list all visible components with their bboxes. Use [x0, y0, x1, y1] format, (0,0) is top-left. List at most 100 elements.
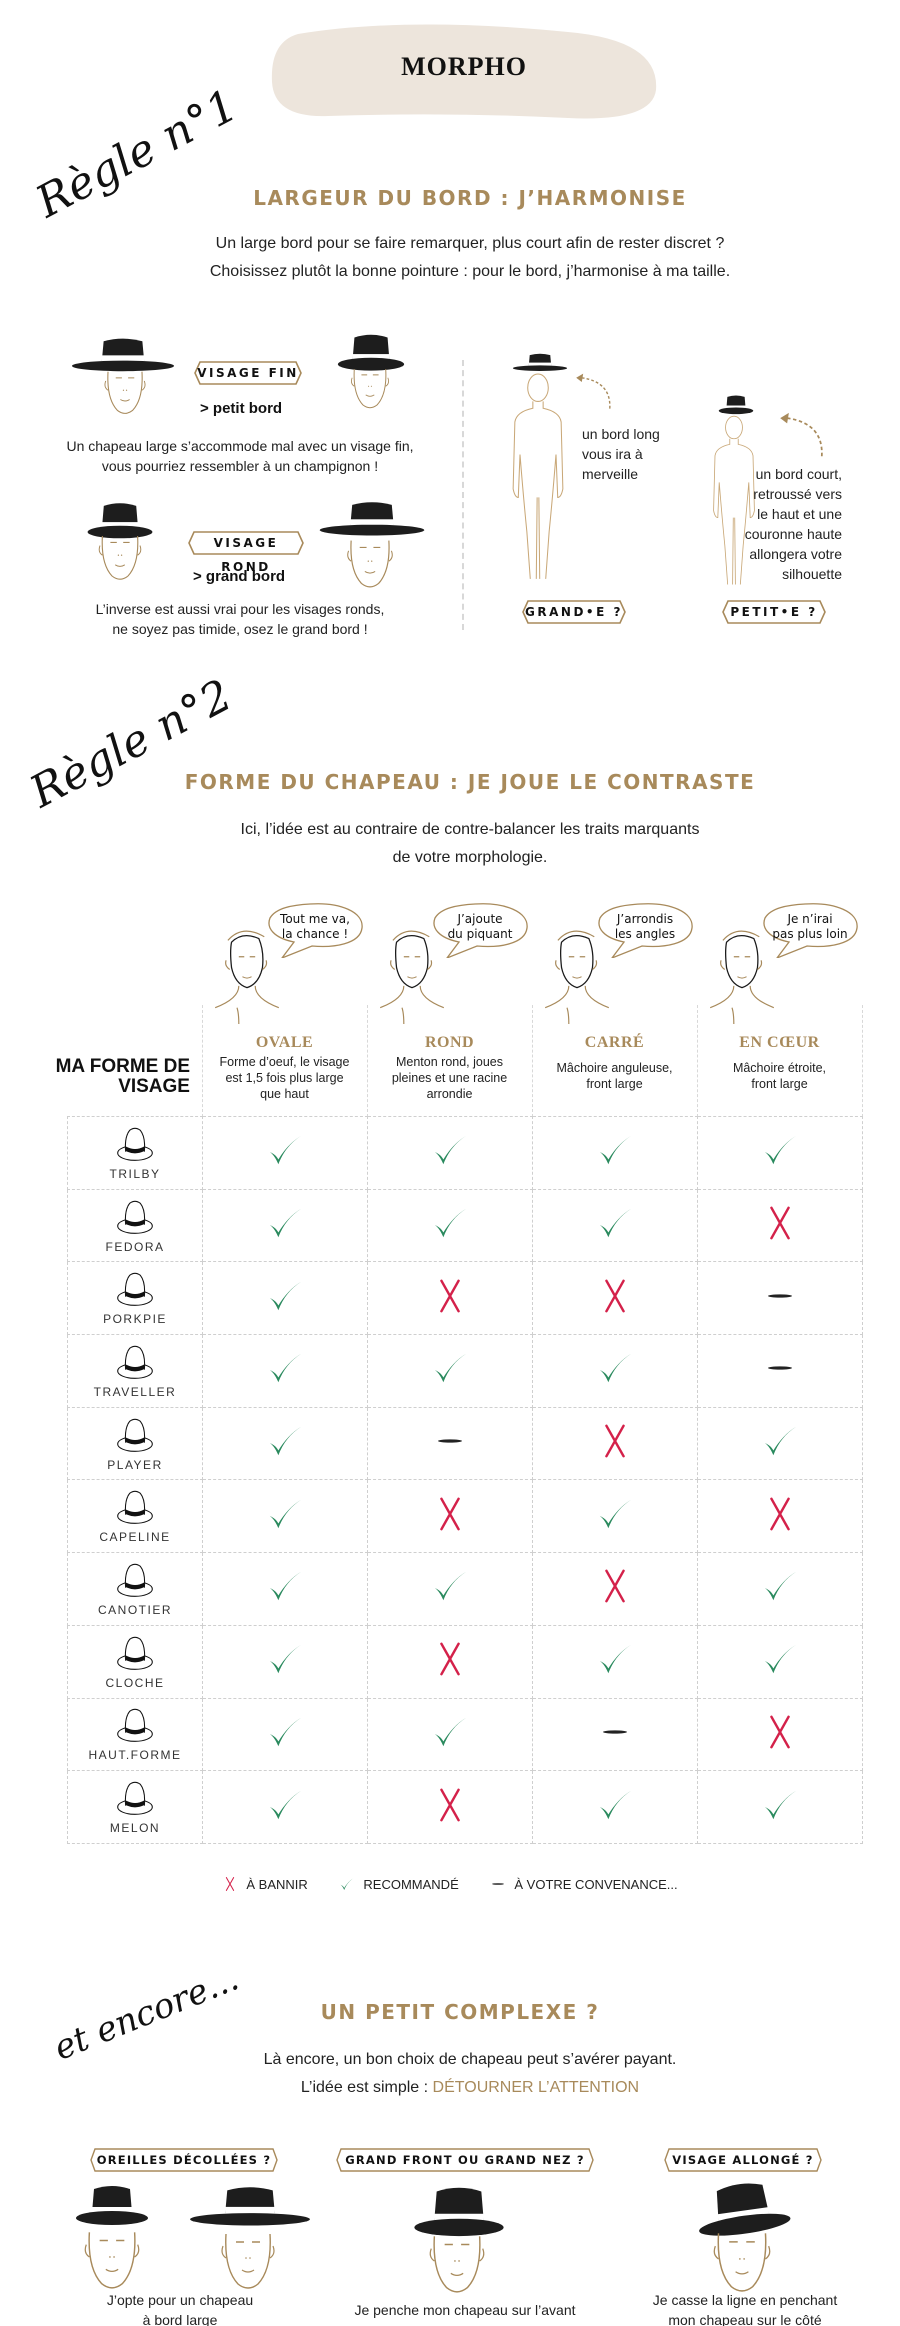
- hat-cell: FEDORA: [67, 1188, 203, 1263]
- rating-cell: [532, 1770, 698, 1844]
- check-icon: [339, 1876, 355, 1892]
- check-icon: [596, 1349, 634, 1387]
- rating-cell: [532, 1406, 698, 1481]
- cross-icon: [431, 1786, 469, 1824]
- petit-tag: PETIT•E ?: [722, 600, 826, 624]
- legend: À BANNIR RECOMMANDÉ À VOTRE CONVENANCE..…: [0, 1876, 900, 1895]
- rating-cell: [367, 1188, 533, 1263]
- hat-name: TRILBY: [109, 1166, 161, 1181]
- check-icon: [266, 1131, 304, 1169]
- table-row: CAPELINE: [67, 1479, 863, 1554]
- check-icon: [596, 1640, 634, 1678]
- table-row: FEDORA: [67, 1188, 863, 1263]
- bubble-text: Je n’irai pas plus loin: [772, 912, 848, 941]
- rating-cell: [367, 1261, 533, 1336]
- rating-cell: [202, 1116, 368, 1190]
- hat-traveller-icon: [112, 1343, 158, 1383]
- rating-cell: [367, 1479, 533, 1554]
- face-column-rond: J’ajoute du piquant: [367, 900, 532, 1020]
- petit-text: un bord court, retroussé vers le haut et…: [744, 466, 842, 582]
- rating-cell: [202, 1624, 368, 1699]
- dashed-arrow-icon: [770, 406, 832, 458]
- rating-cell: [697, 1261, 863, 1336]
- hat-name: CAPELINE: [99, 1530, 171, 1545]
- legend-item-optional: À VOTRE CONVENANCE...: [490, 1876, 678, 1892]
- cross-icon: [761, 1204, 799, 1242]
- tip-caption-forehead-nose: Je penche mon chapeau sur l’avant: [354, 2302, 576, 2318]
- column-header-rond: ROND Menton rond, joues pleines et une ra…: [391, 1034, 508, 1101]
- rule3-intro: Là encore, un bon choix de chapeau peut …: [263, 2051, 677, 2096]
- hat-fedora-icon: [112, 1198, 158, 1238]
- check-icon: [266, 1567, 304, 1605]
- rating-cell: [367, 1406, 533, 1481]
- dash-icon: [764, 1280, 796, 1312]
- speech-bubble-icon: [433, 903, 528, 958]
- hat-name: MELON: [109, 1821, 161, 1836]
- cross-icon: [761, 1713, 799, 1751]
- table-row: HAUT.FORME: [67, 1697, 863, 1772]
- dash-icon: [434, 1425, 466, 1457]
- check-icon: [266, 1786, 304, 1824]
- check-icon: [761, 1422, 799, 1460]
- check-icon: [266, 1349, 304, 1387]
- rating-cell: [532, 1624, 698, 1699]
- dash-icon: [599, 1716, 631, 1748]
- hat-capeline-icon: [112, 1488, 158, 1528]
- check-icon: [596, 1495, 634, 1533]
- rule1-heading: LARGEUR DU BORD : J’HARMONISE: [253, 186, 687, 210]
- rating-cell: [202, 1697, 368, 1772]
- rating-cell: [202, 1261, 368, 1336]
- bubble-text: J’arrondis les angles: [614, 912, 676, 941]
- rating-cell: [697, 1406, 863, 1481]
- bubble-text: J’ajoute du piquant: [447, 912, 513, 941]
- face-long-icon: [710, 2222, 774, 2298]
- cross-icon: [596, 1277, 634, 1315]
- rating-cell: [697, 1188, 863, 1263]
- check-icon: [761, 1131, 799, 1169]
- rating-cell: [367, 1770, 533, 1844]
- hat-cell: HAUT.FORME: [67, 1697, 203, 1772]
- rating-cell: [202, 1188, 368, 1263]
- legend-item-recommended: RECOMMANDÉ: [339, 1876, 459, 1892]
- check-icon: [431, 1204, 469, 1242]
- rating-cell: [532, 1116, 698, 1190]
- rating-cell: [532, 1261, 698, 1336]
- face-column-ovale: Tout me va, la chance !: [202, 900, 367, 1020]
- page-title: MORPHO: [401, 52, 527, 81]
- hat-player-icon: [112, 1416, 158, 1456]
- rating-cell: [367, 1624, 533, 1699]
- speech-bubble-icon: [598, 903, 693, 958]
- table-row: PORKPIE: [67, 1261, 863, 1336]
- rating-cell: [202, 1770, 368, 1844]
- check-icon: [431, 1349, 469, 1387]
- cross-icon: [431, 1640, 469, 1678]
- highlight-text: DÉTOURNER L’ATTENTION: [432, 2079, 640, 2096]
- rule3-heading: UN PETIT COMPLEXE ?: [320, 2000, 600, 2024]
- hat-face-compatibility-table: TRILBY FEDORA PORKPIE TRAVELLER PLAYER CAPELI…: [67, 1116, 863, 1844]
- hat-canotier-icon: [112, 1561, 158, 1601]
- row-header-title: MA FORME DE VISAGE: [55, 1056, 190, 1097]
- dashed-arrow-icon: [572, 366, 614, 412]
- cross-icon: [431, 1495, 469, 1533]
- hat-name: PLAYER: [107, 1457, 163, 1472]
- check-icon: [266, 1495, 304, 1533]
- rating-cell: [532, 1552, 698, 1626]
- table-row: TRILBY: [67, 1116, 863, 1190]
- tip-tag-long-face: VISAGE ALLONGÉ ?: [664, 2148, 822, 2172]
- hat-cell: CLOCHE: [67, 1624, 203, 1699]
- rating-cell: [697, 1116, 863, 1190]
- hat-cell: PORKPIE: [67, 1261, 203, 1336]
- check-icon: [761, 1640, 799, 1678]
- rule2-intro: Ici, l’idée est au contraire de contre-b…: [240, 821, 700, 866]
- face-column-carre: J’arrondis les angles: [532, 900, 697, 1020]
- face-smile-icon: [340, 532, 400, 592]
- hat-cell: CAPELINE: [67, 1479, 203, 1554]
- cross-icon: [761, 1495, 799, 1533]
- tip-tag-ears: OREILLES DÉCOLLÉES ?: [90, 2148, 278, 2172]
- check-icon: [596, 1786, 634, 1824]
- col-divider: [532, 1005, 533, 1117]
- title-blob: [268, 22, 660, 122]
- hat-trilby-icon: [112, 1125, 158, 1165]
- hat-porkpie-icon: [112, 1270, 158, 1310]
- col-divider: [697, 1005, 698, 1117]
